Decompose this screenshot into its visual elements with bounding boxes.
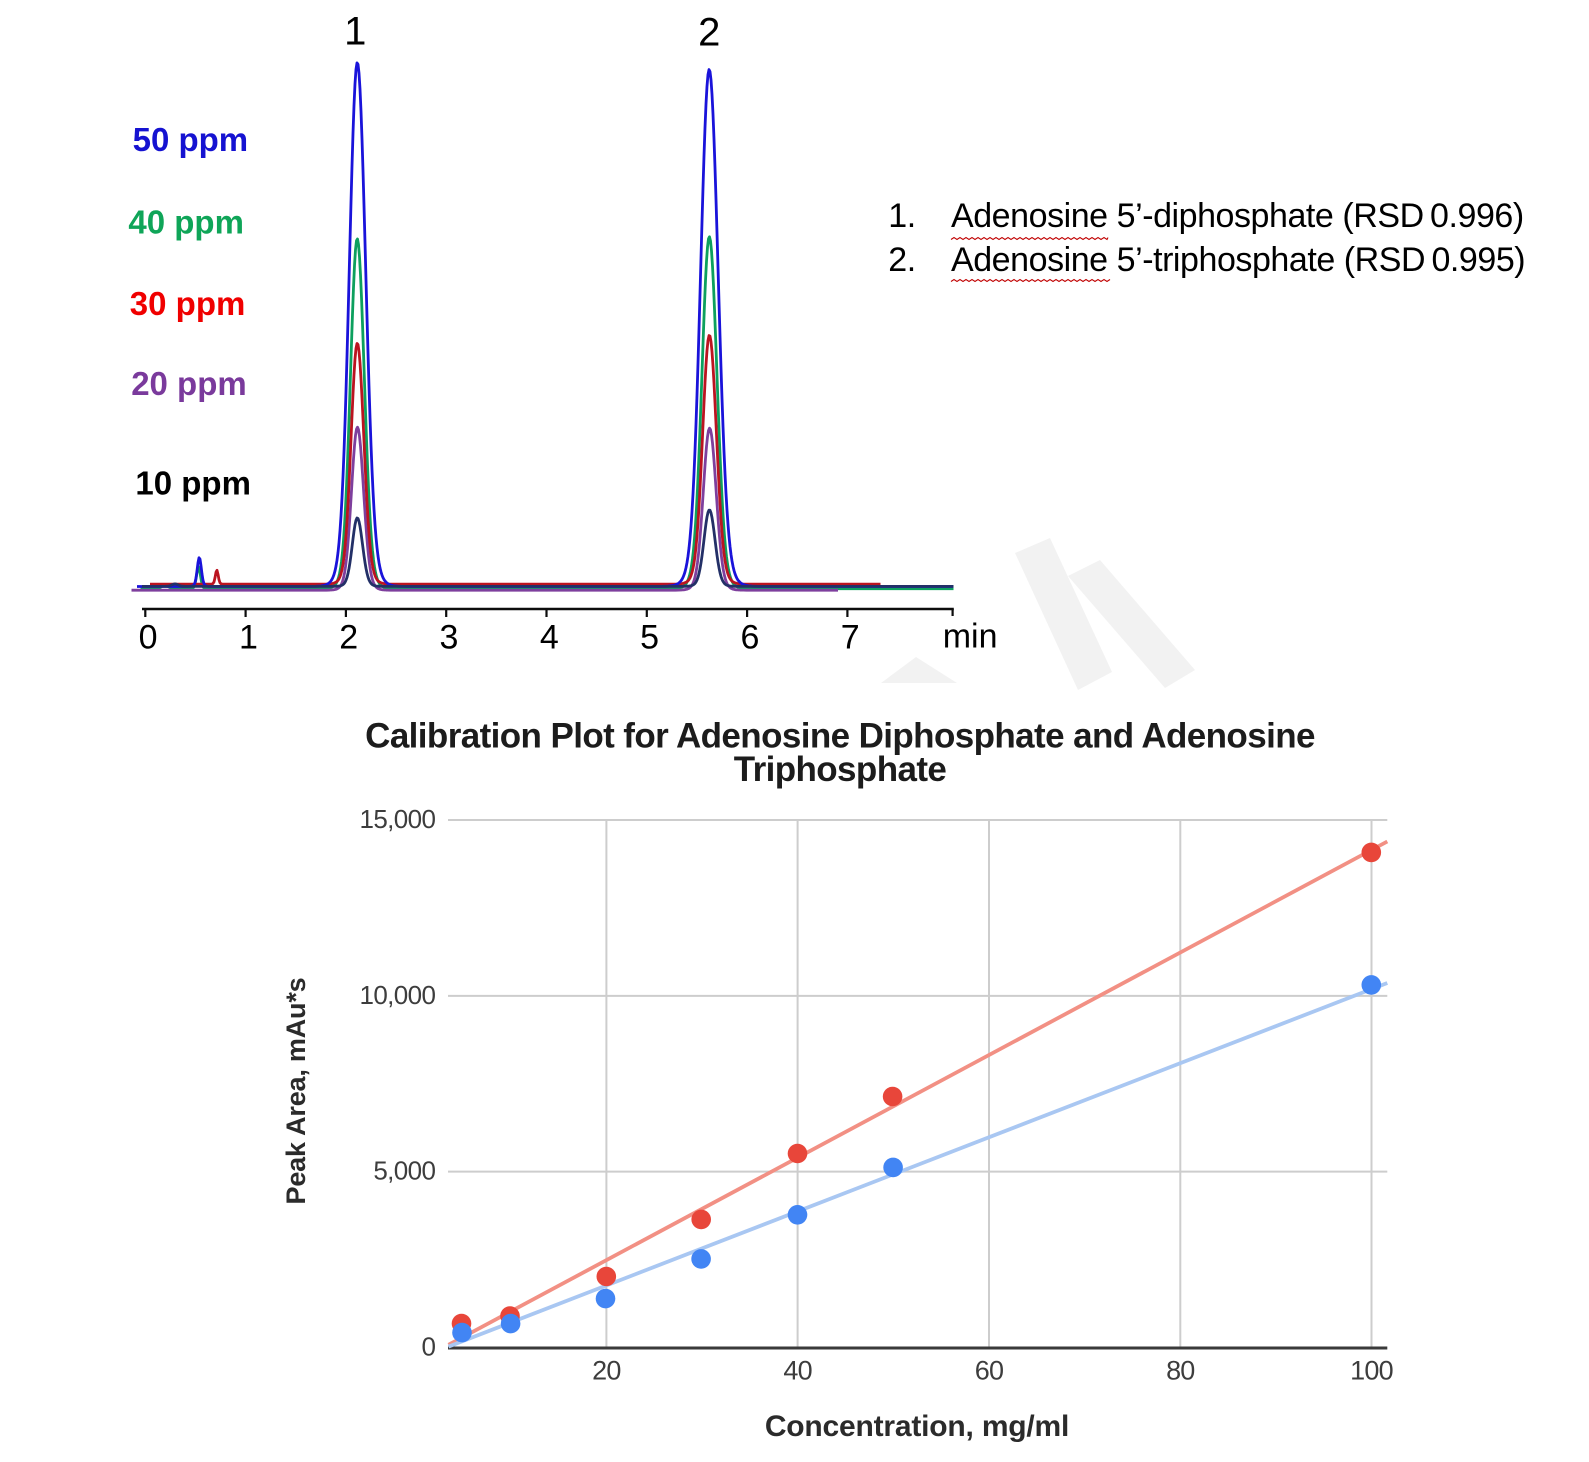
svg-text:60: 60 — [975, 1356, 1003, 1386]
svg-text:1: 1 — [344, 9, 366, 53]
svg-text:Triphosphate: Triphosphate — [734, 750, 947, 789]
svg-text:Adenosine 5’-triphosphate (RSD: Adenosine 5’-triphosphate (RSD 0.995) — [951, 241, 1525, 279]
svg-text:40: 40 — [783, 1356, 811, 1386]
svg-text:40 ppm: 40 ppm — [128, 203, 244, 240]
svg-text:50 ppm: 50 ppm — [133, 121, 249, 158]
svg-text:7: 7 — [841, 619, 860, 657]
svg-text:0: 0 — [139, 619, 158, 657]
svg-text:1: 1 — [239, 619, 258, 657]
svg-text:0: 0 — [422, 1331, 436, 1361]
svg-text:5,000: 5,000 — [373, 1155, 435, 1185]
svg-text:Peak Area, mAu*s: Peak Area, mAu*s — [281, 978, 311, 1205]
svg-text:10,000: 10,000 — [359, 980, 435, 1010]
svg-text:1.: 1. — [888, 197, 915, 235]
svg-text:15,000: 15,000 — [359, 804, 435, 834]
svg-text:min: min — [943, 618, 998, 656]
svg-text:100: 100 — [1350, 1356, 1393, 1386]
svg-text:5: 5 — [640, 619, 659, 657]
svg-text:20: 20 — [592, 1356, 620, 1386]
svg-text:Concentration, mg/ml: Concentration, mg/ml — [765, 1410, 1069, 1443]
svg-text:Adenosine 5’-diphosphate (RSD: Adenosine 5’-diphosphate (RSD 0.996) — [951, 197, 1524, 235]
svg-text:20 ppm: 20 ppm — [131, 365, 247, 402]
svg-text:10 ppm: 10 ppm — [135, 464, 251, 501]
svg-text:3: 3 — [440, 619, 459, 657]
svg-text:Calibration Plot for Adenosine: Calibration Plot for Adenosine Diphospha… — [365, 717, 1315, 756]
svg-text:2: 2 — [698, 11, 720, 55]
svg-text:30 ppm: 30 ppm — [130, 285, 246, 322]
svg-text:6: 6 — [740, 619, 759, 657]
svg-text:2: 2 — [339, 619, 358, 657]
svg-text:4: 4 — [540, 619, 559, 657]
svg-text:2.: 2. — [888, 241, 915, 279]
svg-text:80: 80 — [1166, 1356, 1194, 1386]
